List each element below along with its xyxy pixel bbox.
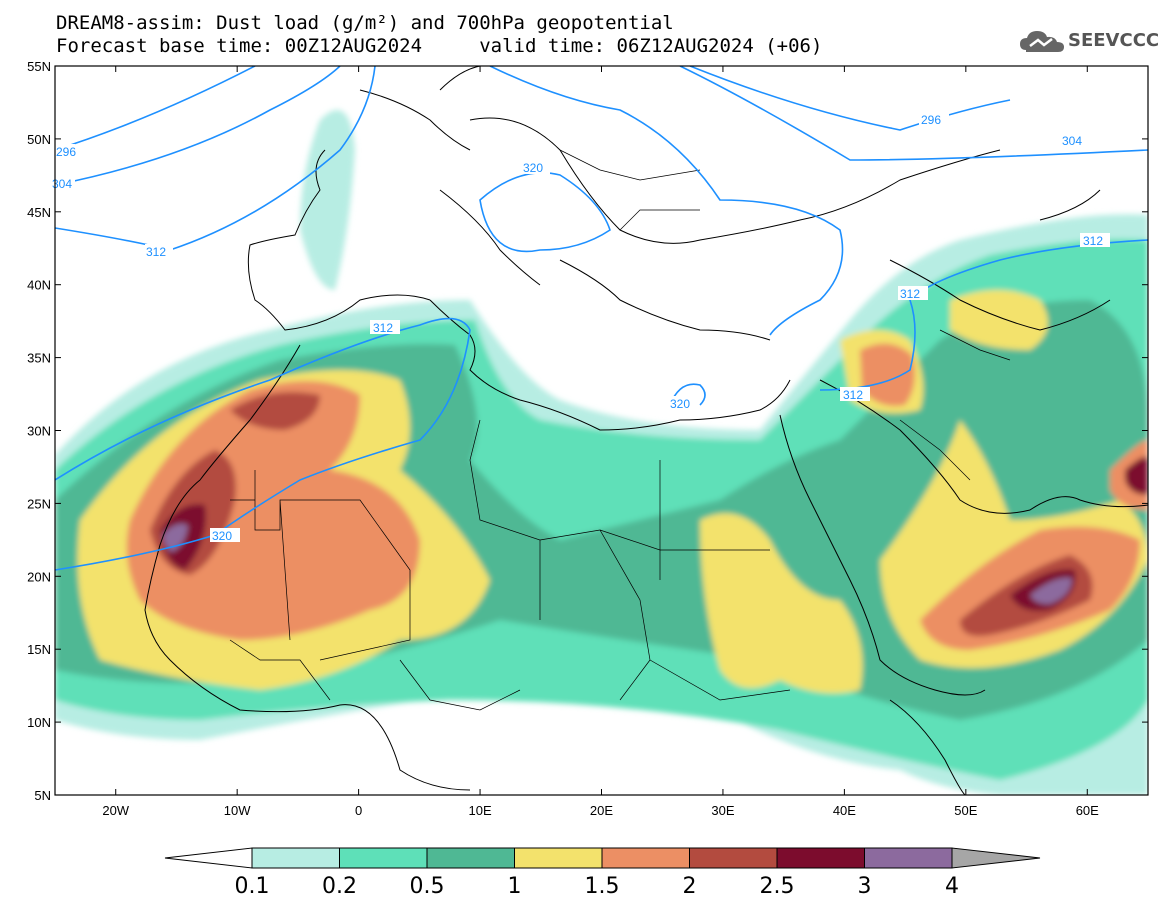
iso-label-312-west: 312 bbox=[146, 245, 166, 259]
lat-label: 15N bbox=[27, 642, 51, 657]
colorbar-label: 2 bbox=[683, 874, 697, 899]
lon-label: 10W bbox=[224, 803, 251, 818]
colorbar-box bbox=[601, 847, 690, 869]
colorbar-box bbox=[689, 847, 778, 869]
lat-label: 40N bbox=[27, 278, 51, 293]
colorbar-label: 4 bbox=[945, 874, 959, 899]
iso-label-312-turkey: 312 bbox=[900, 287, 920, 301]
colorbar-box bbox=[339, 847, 428, 869]
iso-label-312-caspian: 312 bbox=[1083, 234, 1103, 248]
colorbar-box bbox=[426, 847, 515, 869]
iso-label-320-africa: 312 bbox=[373, 321, 393, 335]
colorbar-box bbox=[776, 847, 865, 869]
logo-text: SEEVCCC bbox=[1068, 30, 1160, 51]
colorbar-label: 3 bbox=[858, 874, 872, 899]
iso-label-304-east: 304 bbox=[1062, 134, 1082, 148]
lat-label: 25N bbox=[27, 496, 51, 511]
lat-label: 20N bbox=[27, 569, 51, 584]
forecast-times: Forecast base time: 00Z12AUG2024 valid t… bbox=[56, 35, 823, 57]
colorbar-label: 0.1 bbox=[235, 874, 270, 899]
colorbar-label: 1.5 bbox=[585, 874, 620, 899]
lat-label: 10N bbox=[27, 715, 51, 730]
isoline-labels: 296 304 312 320 304 296 312 320 320 312 … bbox=[52, 112, 1110, 543]
lon-label: 20W bbox=[102, 803, 129, 818]
longitude-labels: 20W 10W 0 10E 20E 30E 40E 50E 60E bbox=[102, 803, 1099, 818]
colorbar-label: 1 bbox=[508, 874, 522, 899]
lat-label: 50N bbox=[27, 132, 51, 147]
lon-label: 30E bbox=[711, 803, 734, 818]
iso-label-320-sahara: 320 bbox=[212, 529, 232, 543]
lat-label: 55N bbox=[27, 59, 51, 74]
colorbar-box bbox=[251, 847, 340, 869]
iso-label-304-west: 304 bbox=[52, 177, 72, 191]
chart-title: DREAM8-assim: Dust load (g/m²) and 700hP… bbox=[56, 12, 674, 34]
colorbar-box bbox=[514, 847, 603, 869]
iso-label-312-iraq: 312 bbox=[843, 388, 863, 402]
axis-ticks bbox=[55, 65, 1148, 796]
cloud-icon bbox=[1020, 31, 1064, 52]
iso-label-296-east: 296 bbox=[921, 113, 941, 127]
latitude-labels: 55N 50N 45N 40N 35N 30N 25N 20N 15N 10N 5N bbox=[27, 59, 51, 803]
lat-label: 35N bbox=[27, 351, 51, 366]
country-borders bbox=[229, 149, 1011, 711]
iso-label-320-europe: 320 bbox=[523, 161, 543, 175]
lat-label: 5N bbox=[34, 788, 51, 803]
lon-label: 0 bbox=[355, 803, 362, 818]
lon-label: 60E bbox=[1076, 803, 1099, 818]
colorbar-label: 0.5 bbox=[410, 874, 445, 899]
seevccc-logo: SEEVCCC bbox=[1018, 26, 1159, 56]
colorbar: 0.1 0.2 0.5 1 1.5 2 2.5 3 4 bbox=[164, 847, 1041, 899]
coastlines bbox=[144, 66, 1148, 795]
lat-label: 30N bbox=[27, 424, 51, 439]
iso-label-312-egypt: 320 bbox=[670, 397, 690, 411]
colorbar-label: 2.5 bbox=[760, 874, 795, 899]
lon-label: 20E bbox=[590, 803, 613, 818]
lon-label: 40E bbox=[833, 803, 856, 818]
iso-label-296-west: 296 bbox=[56, 145, 76, 159]
colorbar-box bbox=[864, 847, 953, 869]
lon-label: 50E bbox=[954, 803, 977, 818]
colorbar-over bbox=[951, 847, 1041, 869]
geopotential-isolines bbox=[55, 66, 1148, 571]
colorbar-under bbox=[164, 847, 253, 869]
lat-label: 45N bbox=[27, 205, 51, 220]
colorbar-label: 0.2 bbox=[322, 874, 357, 899]
lon-label: 10E bbox=[468, 803, 491, 818]
